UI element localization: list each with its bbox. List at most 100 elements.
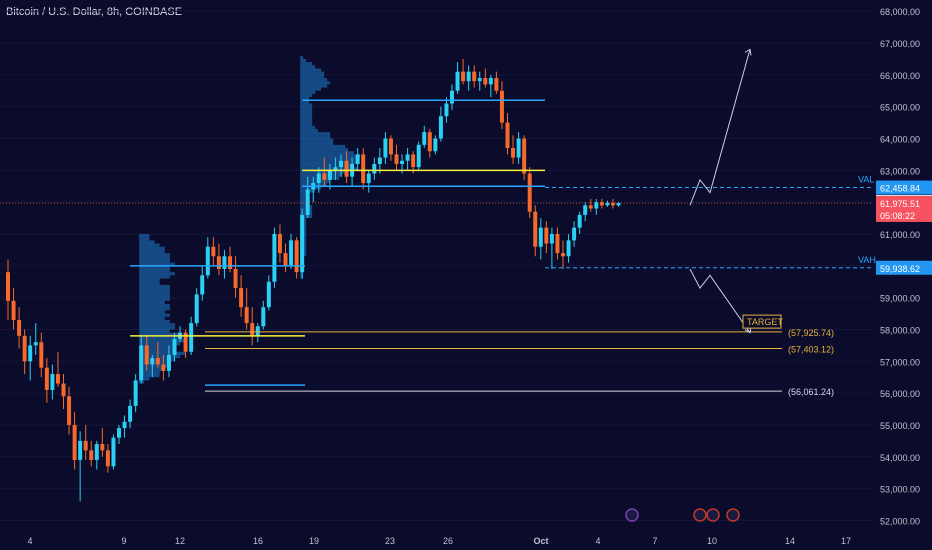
candle-body bbox=[44, 367, 49, 390]
y-tick-label: 66,000.00 bbox=[880, 71, 920, 81]
candle-body bbox=[17, 319, 22, 336]
candle-body bbox=[538, 227, 543, 247]
x-tick-label: 14 bbox=[785, 536, 795, 546]
volume-profile-bin bbox=[300, 128, 319, 133]
candle-body bbox=[472, 71, 477, 82]
candle-body bbox=[405, 154, 410, 161]
volume-profile-bin bbox=[300, 179, 331, 184]
volume-profile-bin bbox=[300, 74, 325, 79]
y-tick-label: 68,000.00 bbox=[880, 7, 920, 17]
candle-body bbox=[339, 160, 343, 168]
target-label: TARGET bbox=[747, 317, 783, 327]
candle-body bbox=[261, 307, 266, 327]
volume-profile-bin bbox=[139, 310, 165, 314]
volume-profile-bin bbox=[139, 348, 175, 352]
volume-profile-bin bbox=[139, 345, 175, 349]
volume-profile-bin bbox=[139, 237, 150, 241]
candle-body bbox=[105, 450, 110, 467]
candle-body bbox=[572, 227, 577, 241]
candle-body bbox=[450, 90, 454, 104]
volume-profile-bin bbox=[300, 195, 310, 199]
candle-body bbox=[533, 211, 538, 247]
volume-profile-bin bbox=[300, 62, 313, 66]
candle-body bbox=[477, 78, 482, 82]
candle-body bbox=[111, 437, 116, 467]
candle-body bbox=[94, 444, 99, 460]
candle-body bbox=[55, 374, 60, 384]
volume-profile-bin bbox=[300, 135, 331, 139]
x-tick-label: 19 bbox=[309, 536, 319, 546]
candle-body bbox=[394, 154, 399, 164]
candle-body bbox=[433, 138, 438, 152]
y-tick-label: 53,000.00 bbox=[880, 485, 920, 495]
candle-body bbox=[355, 154, 360, 164]
candle-body bbox=[233, 269, 238, 289]
price-badge-label: 61,975.51 bbox=[880, 199, 920, 209]
candle-body bbox=[128, 405, 133, 422]
candle-body bbox=[305, 189, 310, 215]
candle-body bbox=[50, 374, 55, 390]
candle-body bbox=[377, 157, 382, 164]
volume-profile-bin bbox=[300, 58, 307, 63]
volume-profile-bin bbox=[139, 354, 181, 359]
volume-profile-bin bbox=[300, 202, 310, 206]
candle-body bbox=[516, 138, 521, 158]
candle-body bbox=[216, 256, 221, 269]
candle-body bbox=[544, 227, 549, 244]
candle-body bbox=[294, 240, 299, 273]
volume-profile-bin bbox=[139, 259, 170, 263]
candle-body bbox=[133, 380, 138, 406]
volume-profile-bin bbox=[300, 100, 310, 104]
candle-body bbox=[39, 342, 44, 368]
volume-profile-bin bbox=[139, 253, 170, 257]
candle-body bbox=[183, 332, 188, 352]
price-badge bbox=[876, 260, 932, 275]
candle-body bbox=[455, 71, 460, 91]
candle-body bbox=[411, 154, 416, 168]
projection-down-path bbox=[689, 268, 751, 333]
volume-profile-bin bbox=[300, 151, 355, 155]
candle-body bbox=[438, 116, 443, 139]
candle-body bbox=[78, 440, 83, 460]
candle-body bbox=[605, 202, 610, 206]
level-label: (57,925.74) bbox=[788, 328, 834, 338]
volume-profile-bin bbox=[139, 307, 170, 311]
candle-body bbox=[400, 160, 405, 164]
event-icon bbox=[706, 508, 720, 522]
volume-profile-bin bbox=[139, 288, 170, 292]
candle-body bbox=[427, 132, 432, 152]
volume-profile-bin bbox=[300, 65, 316, 69]
volume-profile-bin bbox=[300, 90, 316, 94]
candle-body bbox=[522, 138, 527, 174]
candle-body bbox=[577, 214, 582, 228]
volume-profile-bin bbox=[300, 132, 331, 136]
candle-body bbox=[316, 173, 321, 184]
volume-profile-bin bbox=[300, 163, 355, 168]
candle-body bbox=[494, 78, 499, 91]
candle-body bbox=[33, 342, 38, 346]
volume-profile-bin bbox=[139, 291, 170, 295]
volume-profile-bin bbox=[139, 249, 165, 254]
candle-body bbox=[228, 256, 232, 269]
candle-body bbox=[272, 233, 277, 282]
volume-profile-bin bbox=[300, 113, 313, 117]
volume-profile-bin bbox=[139, 272, 175, 276]
y-tick-label: 65,000.00 bbox=[880, 103, 920, 113]
level-name-label: VAH bbox=[858, 255, 876, 265]
y-tick-label: 63,000.00 bbox=[880, 166, 920, 176]
volume-profile-bin bbox=[139, 326, 175, 330]
volume-profile-bin bbox=[139, 240, 155, 244]
candle-body bbox=[416, 144, 421, 168]
y-tick-label: 57,000.00 bbox=[880, 357, 920, 367]
y-tick-label: 59,000.00 bbox=[880, 294, 920, 304]
volume-profile-bin bbox=[139, 275, 170, 279]
candle-body bbox=[67, 396, 72, 425]
volume-profile-bin bbox=[139, 370, 160, 375]
candle-body bbox=[277, 233, 282, 254]
y-tick-label: 54,000.00 bbox=[880, 453, 920, 463]
volume-profile-bin bbox=[139, 300, 165, 305]
candle-body bbox=[139, 345, 144, 381]
volume-profile-bin bbox=[300, 93, 313, 98]
candle-body bbox=[72, 424, 77, 460]
